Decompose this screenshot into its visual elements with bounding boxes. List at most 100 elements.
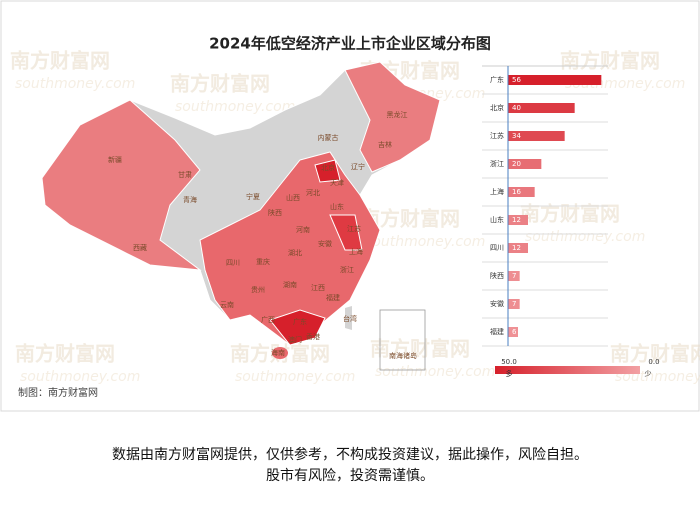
- bar-chart: 广东 56 北京 40 江苏 34 浙江 20 上海 16 山东 12 四川 12 陕西 7 安徽 7 福建 6 50.…: [482, 65, 660, 378]
- watermark: 南方财富网: [370, 337, 470, 361]
- y-tick-label: 陕西: [490, 271, 504, 280]
- watermark: southmoney.com: [235, 369, 355, 385]
- y-tick-label: 四川: [490, 244, 504, 252]
- bar: [508, 271, 520, 281]
- map: [41, 61, 441, 371]
- watermark: 南方财富网: [610, 342, 700, 366]
- map-label: 广西: [261, 315, 275, 324]
- bar: [508, 327, 518, 337]
- watermark: 南方财富网: [170, 72, 270, 96]
- map-label: 台湾: [343, 314, 357, 323]
- map-jiangsu: [329, 214, 363, 251]
- bar: [508, 299, 520, 309]
- watermark: southmoney.com: [175, 99, 295, 115]
- map-label: 江西: [311, 284, 325, 292]
- map-label: 天津: [330, 179, 344, 187]
- bar: [508, 187, 535, 197]
- map-label: 澳门: [288, 335, 302, 344]
- bar: [508, 215, 528, 225]
- map-west: [41, 99, 202, 271]
- map-label: 河北: [306, 189, 320, 197]
- map-label: 香港: [306, 332, 320, 341]
- map-label: 重庆: [256, 257, 270, 266]
- bar: [508, 103, 575, 113]
- value-label: 12: [512, 244, 521, 252]
- map-label: 山东: [330, 202, 344, 211]
- visual-map-bar: [495, 366, 640, 374]
- map-label: 广东: [293, 317, 307, 326]
- map-label: 云南: [220, 300, 234, 309]
- y-tick-label: 浙江: [490, 159, 504, 168]
- map-label: 吉林: [378, 140, 392, 149]
- map-inset: [379, 309, 426, 371]
- map-hainan: [272, 347, 288, 359]
- value-label: 7: [512, 300, 516, 308]
- watermark: 南方财富网: [10, 49, 110, 73]
- y-tick-label: 江苏: [490, 131, 504, 140]
- y-tick-label: 安徽: [490, 299, 504, 308]
- watermark: southmoney.com: [365, 234, 485, 250]
- map-northeast: [344, 61, 441, 173]
- map-label: 安徽: [318, 239, 332, 248]
- disclaimer: 数据由南方财富网提供，仅供参考，不构成投资建议，据此操作，风险自担。: [112, 446, 588, 463]
- visual-map-max: 50.0: [501, 358, 517, 366]
- source: 制图：南方财富网: [18, 386, 98, 399]
- y-tick-label: 北京: [490, 103, 504, 112]
- map-label: 南海诸岛: [389, 351, 417, 360]
- bar: [508, 243, 528, 253]
- map-label: 浙江: [340, 265, 354, 274]
- y-tick-label: 山东: [490, 215, 504, 224]
- disclaimer: 股市有风险，投资需谨慎。: [266, 467, 434, 484]
- map-label: 甘肃: [178, 170, 192, 179]
- map-label: 四川: [226, 259, 240, 267]
- value-label: 6: [512, 328, 517, 336]
- map-taiwan: [345, 306, 352, 330]
- map-label: 贵州: [251, 285, 265, 294]
- value-label: 20: [512, 160, 521, 168]
- map-label: 福建: [326, 293, 340, 302]
- bar: [508, 75, 602, 85]
- map-label: 江苏: [347, 224, 361, 233]
- map-label: 西藏: [133, 243, 147, 252]
- watermark: southmoney.com: [375, 364, 495, 380]
- map-guangdong: [269, 309, 326, 346]
- bar: [508, 159, 542, 169]
- map-label: 河南: [296, 225, 310, 234]
- value-label: 16: [512, 188, 521, 196]
- value-label: 12: [512, 216, 521, 224]
- value-label: 40: [512, 104, 521, 112]
- map-label: 辽宁: [351, 162, 365, 171]
- map-label: 宁夏: [246, 192, 260, 201]
- map-label: 陕西: [268, 208, 282, 217]
- watermark: southmoney.com: [15, 76, 135, 92]
- map-label: 湖南: [283, 280, 297, 289]
- map-label: 湖北: [288, 248, 302, 257]
- map-label: 新疆: [108, 155, 122, 164]
- visual-map-min: 0.0: [648, 358, 659, 366]
- map-beijing: [314, 159, 341, 183]
- map-center-east: [199, 151, 381, 346]
- map-label: 青海: [183, 195, 197, 204]
- value-label: 7: [512, 272, 516, 280]
- map-label: 山西: [286, 193, 300, 202]
- y-tick-label: 福建: [490, 327, 504, 336]
- watermark: southmoney.com: [20, 369, 140, 385]
- value-label: 34: [512, 132, 521, 140]
- watermark: 南方财富网: [520, 202, 620, 226]
- watermark: southmoney.com: [525, 229, 645, 245]
- watermark: 南方财富网: [15, 342, 115, 366]
- watermark: 南方财富网: [560, 49, 660, 73]
- bar: [508, 131, 565, 141]
- map-label: 海南: [271, 348, 285, 357]
- y-tick-label: 广东: [490, 75, 504, 84]
- chart-title: 2024年低空经济产业上市企业区域分布图: [209, 35, 491, 53]
- map-label: 上海: [349, 247, 363, 256]
- y-tick-label: 上海: [490, 187, 504, 196]
- value-label: 56: [512, 76, 521, 84]
- map-label: 北京: [321, 163, 335, 172]
- visual-map-label: 多: [506, 369, 513, 378]
- map-label: 黑龙江: [387, 110, 408, 119]
- visual-map-label: 少: [645, 370, 652, 378]
